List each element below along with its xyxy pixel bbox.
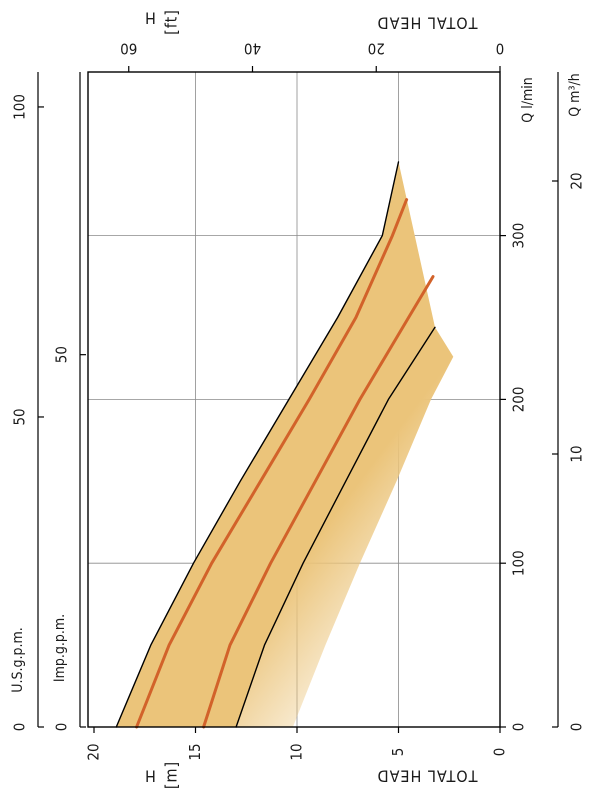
tick-label-imp-gpm-50: 50 (53, 346, 71, 363)
tick-label-flow-lmin-100: 100 (510, 550, 528, 576)
tick-label-imp-gpm-0: 0 (53, 723, 71, 732)
tick-label-us-gpm-50: 50 (11, 408, 29, 425)
imp-gpm-axis-label: Imp.g.p.m. (52, 614, 68, 682)
tick-label-us-gpm-0-text: 0 (11, 723, 29, 732)
head-ft-axis-title-text: TOTAL HEAD (377, 14, 479, 33)
performance-band (116, 161, 454, 727)
head-m-label-line1: H (144, 767, 156, 786)
tick-label-head-ft-20-text: 20 (368, 40, 385, 58)
tick-label-flow-lmin-200-text: 200 (510, 387, 528, 413)
tick-label-head-ft-40-text: 40 (244, 40, 261, 58)
head-m-axis-title: TOTAL HEAD (377, 767, 479, 786)
tick-label-us-gpm-100: 100 (11, 94, 29, 120)
head-m-axis-title-text: TOTAL HEAD (377, 767, 479, 786)
tick-label-flow-lmin-0: 0 (510, 723, 528, 732)
tick-label-flow-m3h-10: 10 (568, 445, 586, 462)
head-ft-label-line1: H (144, 9, 156, 28)
head-ft-axis-title: TOTAL HEAD (377, 14, 479, 33)
tick-label-us-gpm-0: 0 (11, 723, 29, 732)
tick-label-head-m-10-text: 10 (288, 743, 306, 760)
head-ft-label-line2: [ft] (162, 9, 181, 35)
tick-label-flow-lmin-300-text: 300 (510, 223, 528, 249)
curve-highlight-1 (135, 198, 409, 729)
tick-label-head-ft-60-text: 60 (120, 40, 137, 58)
tick-label-imp-gpm-50-text: 50 (53, 346, 71, 363)
tick-label-head-m-15: 15 (186, 743, 204, 760)
tick-label-flow-m3h-20: 20 (568, 172, 586, 189)
flow-m3h-label-text: Q m³/h (567, 73, 583, 116)
tick-label-head-m-15-text: 15 (186, 743, 204, 760)
curve-upper-boundary-0 (115, 161, 400, 728)
tick-label-flow-lmin-0-text: 0 (510, 723, 528, 732)
band-fill-region (116, 161, 436, 727)
flow-lmin-label-text: Q l/min (520, 77, 536, 122)
tick-label-head-m-20: 20 (85, 743, 103, 760)
plot-area (87, 71, 501, 729)
us-gpm-label-text: U.S.g.p.m. (10, 627, 26, 692)
tick-label-us-gpm-50-text: 50 (11, 408, 29, 425)
flow-m3h-axis-label: Q m³/h (567, 73, 583, 116)
tick-label-flow-m3h-10-text: 10 (568, 445, 586, 462)
tick-label-head-ft-0-text: 0 (496, 40, 505, 58)
tick-label-imp-gpm-0-text: 0 (53, 723, 71, 732)
tick-label-head-ft-60: 60 (120, 40, 137, 58)
head-m-axis-label: H [m] (144, 761, 180, 789)
tick-label-head-ft-20: 20 (368, 40, 385, 58)
tick-label-head-m-5: 5 (389, 748, 407, 757)
head-ft-axis-label: H [ft] (144, 9, 180, 35)
tick-label-head-m-10: 10 (288, 743, 306, 760)
us-gpm-axis-label: U.S.g.p.m. (10, 627, 26, 692)
imp-gpm-label-text: Imp.g.p.m. (52, 614, 68, 682)
flow-lmin-axis-label: Q l/min (520, 77, 536, 122)
tick-label-flow-m3h-0: 0 (568, 723, 586, 732)
axes: 0510152002040600100200300010200501000501… (11, 40, 586, 761)
tick-label-head-m-0-text: 0 (491, 748, 509, 757)
tick-label-us-gpm-100-text: 100 (11, 94, 29, 120)
tick-label-flow-lmin-100-text: 100 (510, 550, 528, 576)
head-m-label-line2: [m] (162, 761, 181, 789)
tick-label-flow-lmin-300: 300 (510, 223, 528, 249)
tick-label-head-m-5-text: 5 (389, 748, 407, 757)
tick-label-head-ft-40: 40 (244, 40, 261, 58)
tick-label-head-ft-0: 0 (496, 40, 505, 58)
tick-label-head-m-20-text: 20 (85, 743, 103, 760)
tick-label-flow-m3h-0-text: 0 (568, 723, 586, 732)
curve-highlight-2 (202, 275, 435, 729)
tick-label-flow-m3h-20-text: 20 (568, 172, 586, 189)
tick-label-head-m-0: 0 (491, 748, 509, 757)
band-fade-region (236, 327, 454, 727)
curve-lower-boundary-3 (235, 326, 436, 728)
tick-label-flow-lmin-200: 200 (510, 387, 528, 413)
performance-curves (115, 161, 436, 729)
